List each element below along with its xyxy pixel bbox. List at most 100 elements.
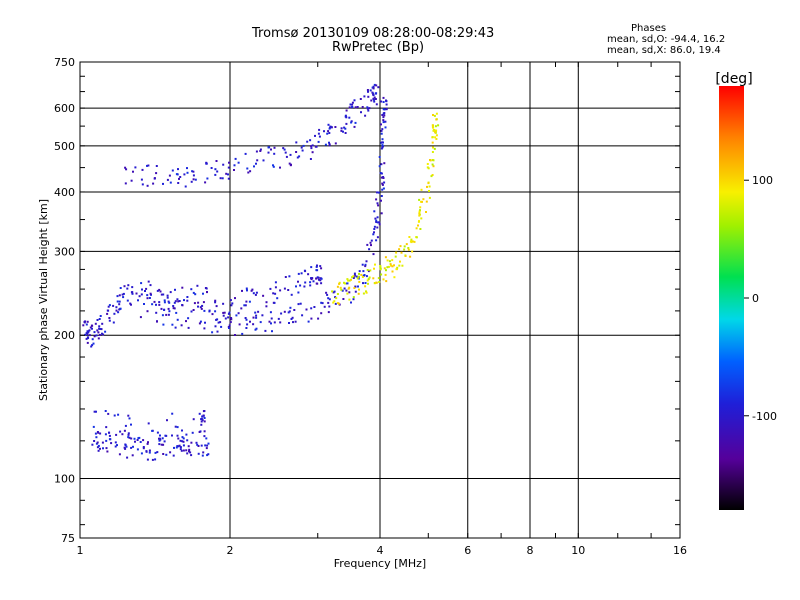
- data-point: [141, 288, 143, 291]
- data-point: [143, 303, 145, 305]
- data-point: [202, 414, 205, 417]
- data-point: [318, 128, 321, 131]
- data-point: [134, 166, 137, 169]
- data-point: [146, 442, 149, 445]
- data-point: [428, 196, 431, 199]
- data-point: [383, 112, 386, 114]
- data-point: [146, 164, 148, 167]
- data-point: [288, 322, 290, 324]
- data-point: [106, 312, 109, 315]
- data-point: [357, 277, 360, 280]
- data-point: [171, 169, 174, 172]
- data-point: [123, 446, 126, 449]
- data-point: [246, 323, 249, 326]
- data-point: [177, 168, 179, 171]
- data-point: [315, 145, 318, 148]
- data-point: [391, 265, 394, 268]
- data-point: [182, 449, 185, 452]
- data-point: [357, 292, 360, 295]
- data-point: [320, 301, 323, 304]
- data-point: [198, 322, 201, 325]
- colorbar-tick-label: 0: [752, 292, 759, 305]
- data-point: [137, 299, 139, 302]
- data-point: [166, 419, 168, 422]
- data-point: [311, 151, 314, 154]
- data-point: [330, 126, 333, 129]
- data-point: [169, 291, 172, 294]
- data-point: [372, 93, 375, 96]
- data-point: [134, 440, 136, 443]
- data-point: [294, 320, 297, 323]
- data-point: [216, 170, 219, 173]
- data-point: [244, 317, 247, 319]
- chart-subtitle: RwPretec (Bp): [332, 40, 425, 55]
- data-point: [376, 191, 378, 194]
- data-point: [380, 147, 383, 150]
- data-point: [435, 138, 438, 140]
- data-point: [380, 123, 382, 126]
- data-point: [102, 447, 104, 450]
- data-point: [338, 302, 340, 305]
- data-point: [160, 293, 163, 296]
- data-point: [189, 451, 192, 454]
- data-point: [431, 151, 434, 153]
- data-point: [214, 310, 217, 313]
- data-point: [321, 302, 324, 305]
- data-point: [154, 451, 157, 454]
- data-point: [326, 293, 329, 296]
- data-point: [156, 431, 159, 434]
- data-point: [405, 243, 408, 246]
- data-point: [407, 247, 410, 249]
- data-point: [349, 103, 352, 106]
- data-point: [222, 314, 225, 317]
- data-point: [92, 342, 95, 345]
- data-point: [288, 310, 291, 313]
- data-point: [192, 309, 195, 311]
- data-point: [185, 433, 188, 436]
- data-point: [372, 277, 375, 280]
- data-point: [158, 303, 161, 306]
- data-point: [85, 332, 88, 335]
- data-point: [225, 172, 228, 175]
- data-point: [248, 300, 251, 303]
- data-point: [117, 413, 120, 416]
- data-point: [93, 440, 96, 442]
- colorbar-label: [deg]: [715, 71, 752, 87]
- data-point: [142, 439, 145, 442]
- data-point: [332, 291, 335, 294]
- data-point: [121, 293, 124, 296]
- data-point: [309, 158, 312, 160]
- data-point: [367, 109, 370, 112]
- data-point: [133, 437, 136, 440]
- data-point: [205, 437, 208, 440]
- data-point: [121, 433, 124, 436]
- data-point: [327, 297, 330, 300]
- data-point: [360, 111, 362, 114]
- data-point: [367, 282, 369, 285]
- data-point: [104, 433, 107, 436]
- data-point: [154, 458, 157, 461]
- data-points: [82, 83, 440, 461]
- x-tick-label: 6: [464, 544, 471, 557]
- data-point: [227, 316, 230, 319]
- data-point: [192, 170, 195, 173]
- data-point: [310, 147, 313, 150]
- data-point: [382, 116, 385, 119]
- data-point: [328, 144, 331, 147]
- data-point: [334, 126, 337, 128]
- data-point: [95, 410, 97, 413]
- data-point: [96, 329, 99, 332]
- data-point: [155, 303, 157, 306]
- x-tick-labels: 1 2 4 6 8 10 16: [77, 544, 688, 557]
- data-point: [124, 166, 127, 169]
- data-point: [262, 294, 265, 297]
- data-point: [422, 198, 425, 201]
- data-point: [348, 298, 351, 301]
- data-point: [165, 453, 168, 456]
- data-point: [186, 167, 188, 170]
- data-point: [167, 307, 170, 310]
- data-point: [199, 320, 202, 323]
- data-point: [174, 288, 176, 291]
- data-point: [365, 291, 368, 294]
- data-point: [200, 307, 203, 310]
